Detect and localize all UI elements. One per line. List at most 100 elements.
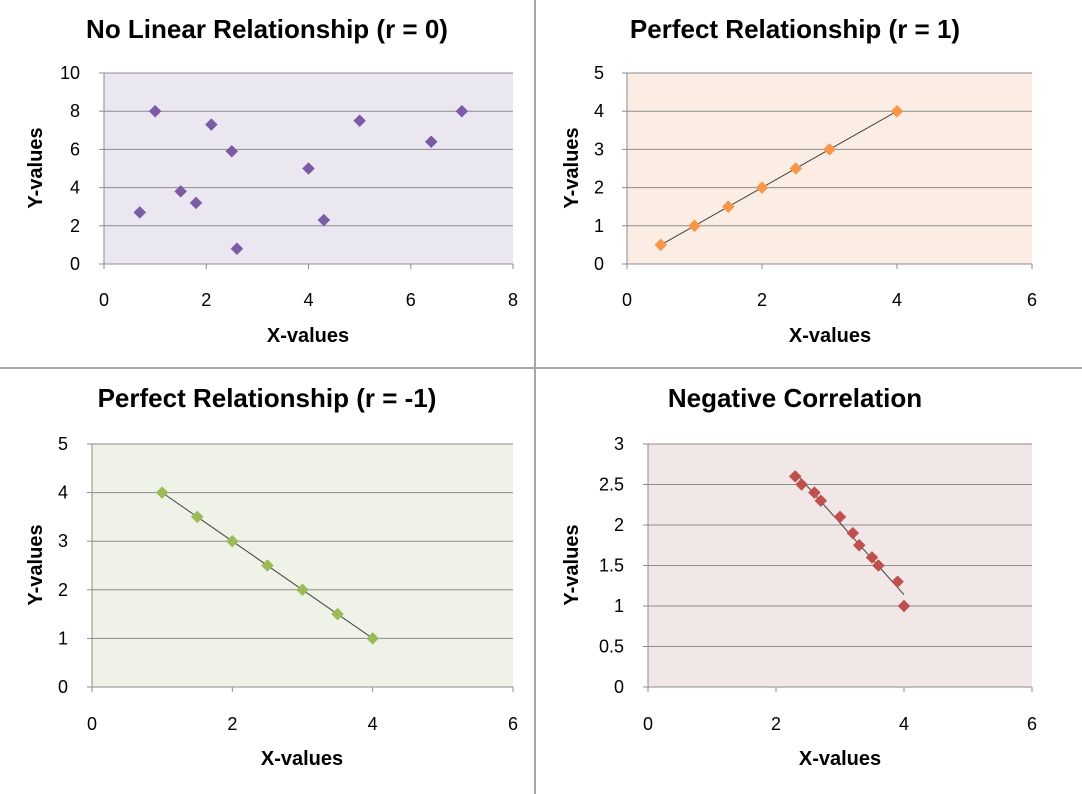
y-axis-label: Y-values — [561, 127, 583, 208]
chart-title: Perfect Relationship (r = -1) — [98, 383, 437, 413]
y-tick-label: 4 — [594, 101, 604, 121]
plot-area — [627, 73, 1032, 264]
data-point — [261, 559, 274, 572]
x-tick-label: 2 — [771, 714, 781, 734]
data-point — [225, 534, 239, 548]
x-tick-label: 0 — [622, 290, 632, 310]
y-tick-label: 0.5 — [599, 637, 624, 657]
data-point — [317, 213, 331, 227]
chart-4: 0 0.5 1 1.5 2 2.5 3 0 2 4 6 Negative Correlation X-v… — [561, 383, 1037, 770]
y-axis-label: Y-values — [561, 524, 583, 605]
y-tick-label: 3 — [594, 139, 604, 159]
y-tick-label: 0 — [70, 254, 80, 274]
y-tick-label: 5 — [58, 434, 68, 454]
y-tick-label: 4 — [70, 178, 80, 198]
x-tick-label: 4 — [892, 290, 902, 310]
data-point — [190, 510, 204, 524]
data-point — [891, 575, 904, 589]
data-point — [424, 135, 438, 149]
y-tick-label: 1.5 — [599, 556, 624, 576]
x-tick-label: 8 — [508, 290, 518, 310]
x-tick-label: 2 — [227, 714, 237, 734]
data-point — [897, 599, 911, 613]
chart-3: 0 1 2 3 4 5 0 2 4 6 Perfect Relationship (r = -1) X… — [25, 383, 518, 770]
chart-title: Negative Correlation — [668, 383, 922, 413]
data-point — [788, 470, 802, 483]
data-point — [865, 551, 879, 564]
y-tick-label: 0 — [614, 677, 624, 697]
y-axis-label: Y-values — [25, 127, 47, 208]
data-point — [353, 114, 366, 128]
y-tick-label: 2 — [614, 515, 624, 535]
data-point — [814, 494, 828, 508]
x-tick-label: 4 — [303, 290, 313, 310]
x-tick-label: 0 — [99, 290, 109, 310]
x-tick-label: 2 — [757, 290, 767, 310]
y-tick-label: 3 — [614, 434, 624, 454]
data-point — [755, 181, 769, 194]
y-tick-label: 0 — [58, 677, 68, 697]
y-tick-label: 1 — [58, 628, 68, 648]
data-point — [225, 144, 239, 158]
data-point — [721, 200, 735, 214]
y-axis-label: Y-values — [25, 524, 47, 605]
horizontal-divider — [0, 367, 1082, 369]
data-point — [872, 559, 885, 572]
data-point — [155, 486, 169, 499]
y-tick-label: 2 — [58, 580, 68, 600]
chart-title: Perfect Relationship (r = 1) — [630, 14, 960, 44]
y-tick-label: 8 — [70, 101, 80, 121]
data-point — [789, 162, 803, 175]
data-point — [890, 104, 904, 118]
y-tick-label: 2.5 — [599, 475, 624, 495]
y-tick-label: 4 — [58, 483, 68, 503]
trendline — [660, 110, 898, 246]
data-point — [833, 510, 847, 524]
data-point — [688, 219, 701, 233]
y-tick-label: 0 — [594, 254, 604, 274]
x-tick-label: 4 — [368, 714, 378, 734]
y-tick-label: 2 — [594, 178, 604, 198]
data-point — [846, 526, 860, 540]
data-point — [205, 118, 218, 131]
data-point — [654, 238, 668, 252]
y-tick-label: 2 — [70, 216, 80, 236]
x-tick-label: 2 — [201, 290, 211, 310]
x-axis-label: X-values — [789, 325, 871, 347]
data-point — [296, 583, 309, 597]
chart-2: 0 1 2 3 4 5 0 2 4 6 Perfect Relationship (r = 1) X-… — [561, 14, 1037, 347]
data-point — [174, 185, 188, 198]
x-tick-label: 6 — [406, 290, 416, 310]
data-point — [148, 104, 162, 118]
plot-area — [92, 444, 513, 687]
y-tick-label: 6 — [70, 139, 80, 159]
x-tick-label: 0 — [643, 714, 653, 734]
x-tick-label: 6 — [508, 714, 518, 734]
data-point — [852, 538, 866, 552]
data-point — [808, 486, 821, 499]
data-point — [366, 632, 380, 645]
x-tick-label: 4 — [899, 714, 909, 734]
data-point — [302, 162, 315, 175]
vertical-divider — [534, 0, 536, 794]
data-point — [823, 143, 836, 156]
data-point — [455, 104, 469, 118]
data-point — [230, 242, 244, 256]
x-axis-label: X-values — [799, 748, 881, 770]
data-point — [189, 196, 203, 210]
chart-1: 0 2 4 6 8 10 0 2 4 6 8 No Linear Relationship (r = … — [25, 14, 518, 347]
y-tick-label: 3 — [58, 531, 68, 551]
data-point — [133, 206, 147, 219]
x-axis-label: X-values — [267, 325, 349, 347]
x-tick-label: 6 — [1027, 290, 1037, 310]
chart-title: No Linear Relationship (r = 0) — [86, 14, 448, 44]
data-point — [795, 478, 808, 491]
x-axis-label: X-values — [261, 748, 343, 770]
y-tick-label: 10 — [60, 63, 80, 83]
x-tick-label: 0 — [87, 714, 97, 734]
data-point — [331, 607, 344, 621]
x-tick-label: 6 — [1027, 714, 1037, 734]
y-tick-label: 1 — [614, 596, 624, 616]
